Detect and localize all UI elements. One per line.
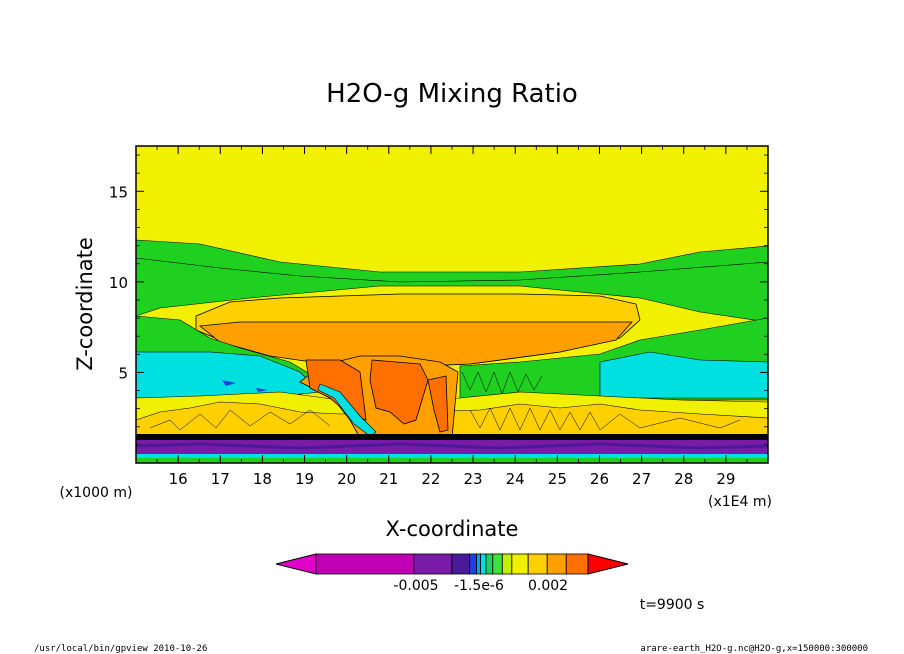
contour-plot-area bbox=[135, 146, 769, 463]
fill-core-red-3 bbox=[427, 375, 449, 433]
y-tick-label: 5 bbox=[118, 364, 128, 382]
fill-small-blue-2 bbox=[256, 388, 268, 392]
fill-surface-cyan bbox=[136, 454, 768, 458]
contour-band-thick bbox=[136, 434, 768, 440]
colorbar-swatch bbox=[413, 553, 453, 575]
x-tick-label: 25 bbox=[548, 470, 567, 488]
fill-anvil-orange bbox=[198, 321, 633, 367]
fill-core-red-2 bbox=[369, 359, 429, 425]
contour-ripples-lower bbox=[469, 407, 741, 431]
contour-ripples-left bbox=[149, 409, 331, 431]
colorbar-swatch bbox=[546, 553, 567, 575]
x-tick-label: 19 bbox=[295, 470, 314, 488]
colorbar-swatch bbox=[485, 553, 494, 575]
x-tick-label: 22 bbox=[421, 470, 440, 488]
x-tick-label: 26 bbox=[590, 470, 609, 488]
y-tick-label: 10 bbox=[109, 274, 128, 292]
colorbar-tick-label: -1.5e-6 bbox=[454, 578, 504, 594]
colorbar-swatch bbox=[511, 553, 529, 575]
x-tick-label: 23 bbox=[464, 470, 483, 488]
colorbar-swatch bbox=[492, 553, 503, 575]
x-tick-label: 29 bbox=[716, 470, 735, 488]
x-axis-label: X-coordinate bbox=[386, 517, 519, 541]
fill-small-blue-1 bbox=[222, 380, 236, 386]
x-tick-label: 28 bbox=[674, 470, 693, 488]
colorbar bbox=[275, 553, 629, 575]
x-axis-unit: (x1E4 m) bbox=[708, 494, 772, 510]
colorbar-swatch bbox=[476, 553, 481, 575]
colorbar-swatch bbox=[527, 553, 548, 575]
y-axis-ticks: 5 10 15 bbox=[109, 154, 768, 446]
y-axis-unit: (x1000 m) bbox=[60, 485, 133, 501]
x-tick-label: 24 bbox=[506, 470, 525, 488]
colorbar-swatch bbox=[451, 553, 471, 575]
colorbar-tick-labels: -0.005 -1.5e-6 0.002 bbox=[393, 578, 568, 594]
colorbar-low-arrow bbox=[275, 553, 317, 575]
source-annotation: arare-earth_H2O-g.nc@H2O-g,x=150000:3000… bbox=[640, 644, 868, 654]
contour-ripples-right bbox=[461, 371, 543, 395]
chart-title: H2O-g Mixing Ratio bbox=[326, 79, 578, 109]
time-annotation: t=9900 s bbox=[640, 597, 705, 613]
colorbar-tick-label: 0.002 bbox=[528, 578, 568, 594]
x-tick-label: 17 bbox=[211, 470, 230, 488]
x-axis-ticks: 16 17 18 19 20 21 22 23 24 25 26 27 28 29 bbox=[156, 146, 748, 488]
x-tick-label: 27 bbox=[632, 470, 651, 488]
contour-line-upper bbox=[135, 257, 769, 283]
x-tick-label: 21 bbox=[379, 470, 398, 488]
fill-surface-dark-purple bbox=[135, 442, 769, 450]
colorbar-swatch bbox=[565, 553, 589, 575]
colorbar-swatch bbox=[469, 553, 477, 575]
y-axis-label: Z-coordinate bbox=[73, 237, 97, 371]
colorbar-tick-label: -0.005 bbox=[393, 578, 438, 594]
y-tick-label: 15 bbox=[109, 183, 128, 201]
colorbar-swatch bbox=[315, 553, 415, 575]
colorbar-high-arrow bbox=[587, 553, 629, 575]
program-annotation: /usr/local/bin/gpview 2010-10-26 bbox=[34, 644, 207, 654]
x-tick-label: 20 bbox=[337, 470, 356, 488]
colorbar-swatch bbox=[480, 553, 487, 575]
colorbar-swatch bbox=[501, 553, 513, 575]
x-tick-label: 16 bbox=[169, 470, 188, 488]
x-tick-label: 18 bbox=[253, 470, 272, 488]
